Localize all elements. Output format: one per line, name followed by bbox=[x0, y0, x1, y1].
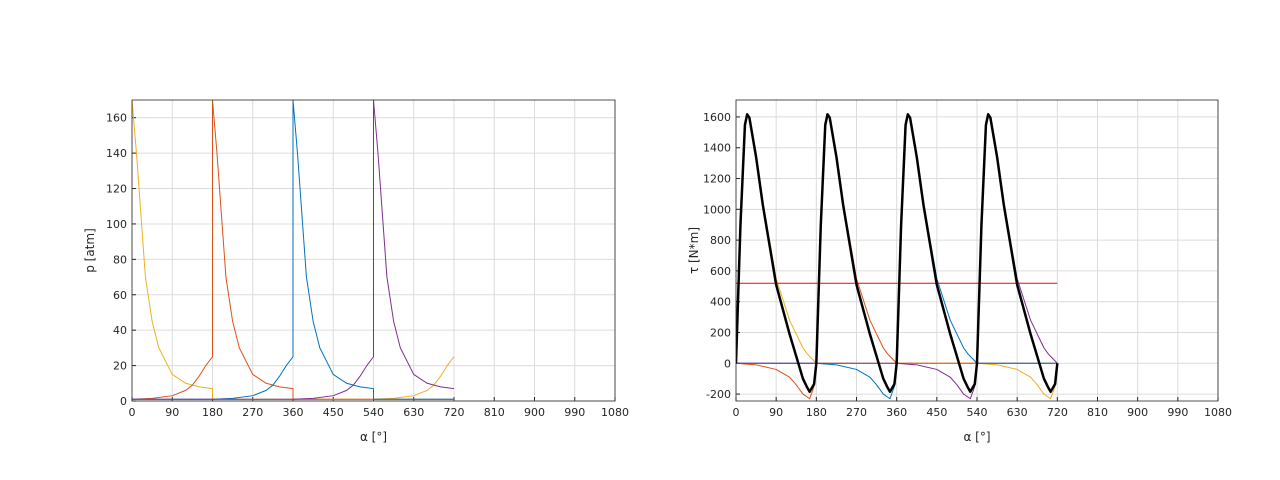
y-axis-label: τ [N*m] bbox=[687, 227, 701, 274]
x-tick-label: 1080 bbox=[601, 406, 629, 419]
x-tick-label: 810 bbox=[1087, 406, 1108, 419]
axes: 0 90 180 270 360 450 540 630 720 810 900 990 1080 0 20… bbox=[83, 99, 629, 444]
y-tick-label: 60 bbox=[113, 289, 127, 302]
x-tick-label: 630 bbox=[1007, 406, 1028, 419]
axes: 0 90 180 270 360 450 540 630 720 810 900 990 1080 -20… bbox=[687, 99, 1232, 444]
y-tick-label: 1200 bbox=[703, 173, 731, 186]
y-axis-label: p [atm] bbox=[83, 228, 97, 273]
data-line bbox=[132, 100, 454, 400]
x-tick-label: 270 bbox=[242, 406, 263, 419]
data-line bbox=[736, 113, 1059, 394]
y-tick-label: 200 bbox=[710, 326, 731, 339]
data-line bbox=[132, 100, 454, 400]
y-tick-label: -200 bbox=[706, 388, 731, 401]
y-tick-label: 80 bbox=[113, 253, 127, 266]
x-tick-label: 180 bbox=[806, 406, 827, 419]
x-tick-label: 450 bbox=[926, 406, 947, 419]
y-tick-label: 1000 bbox=[703, 203, 731, 216]
y-tick-label: 140 bbox=[106, 147, 127, 160]
x-tick-label: 0 bbox=[129, 406, 136, 419]
x-tick-label: 900 bbox=[1127, 406, 1148, 419]
x-tick-label: 1080 bbox=[1204, 406, 1232, 419]
x-tick-label: 630 bbox=[403, 406, 424, 419]
axes-box bbox=[735, 99, 1219, 402]
y-tick-label: 600 bbox=[710, 265, 731, 278]
x-tick-label: 360 bbox=[283, 406, 304, 419]
y-tick-label: 160 bbox=[106, 112, 127, 125]
x-tick-label: 180 bbox=[202, 406, 223, 419]
y-tick-label: 800 bbox=[710, 234, 731, 247]
x-tick-label: 90 bbox=[165, 406, 179, 419]
x-tick-label: 540 bbox=[967, 406, 988, 419]
x-tick-label: 0 bbox=[733, 406, 740, 419]
x-tick-label: 990 bbox=[1167, 406, 1188, 419]
x-tick-label: 270 bbox=[846, 406, 867, 419]
x-axis-label: α [°] bbox=[963, 430, 990, 444]
x-tick-label: 900 bbox=[524, 406, 545, 419]
x-tick-label: 810 bbox=[484, 406, 505, 419]
y-tick-label: 40 bbox=[113, 324, 127, 337]
y-tick-label: 100 bbox=[106, 218, 127, 231]
axes-box bbox=[131, 99, 616, 402]
x-tick-label: 990 bbox=[564, 406, 585, 419]
data-line bbox=[132, 100, 455, 400]
y-tick-label: 120 bbox=[106, 183, 127, 196]
y-tick-label: 0 bbox=[120, 395, 127, 408]
x-tick-label: 720 bbox=[444, 406, 465, 419]
plot-lines bbox=[736, 113, 1059, 400]
plot-lines bbox=[132, 100, 455, 400]
x-tick-label: 450 bbox=[323, 406, 344, 419]
x-tick-label: 540 bbox=[363, 406, 384, 419]
y-tick-label: 0 bbox=[724, 357, 731, 370]
x-axis-label: α [°] bbox=[360, 430, 387, 444]
y-tick-label: 1400 bbox=[703, 142, 731, 155]
x-tick-label: 360 bbox=[886, 406, 907, 419]
y-tick-label: 400 bbox=[710, 296, 731, 309]
x-tick-label: 720 bbox=[1047, 406, 1068, 419]
y-tick-label: 20 bbox=[113, 360, 127, 373]
data-line bbox=[132, 100, 455, 400]
x-tick-label: 90 bbox=[769, 406, 783, 419]
y-tick-label: 1600 bbox=[703, 111, 731, 124]
